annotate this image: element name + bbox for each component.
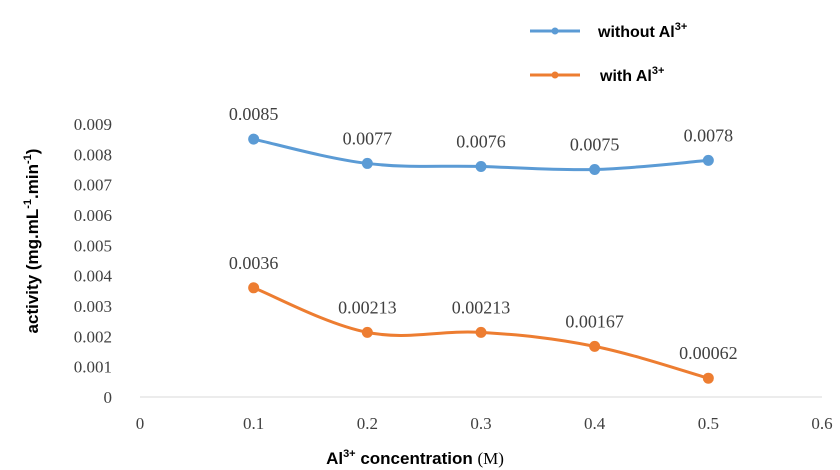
legend: without Al3+ with Al3+ <box>530 21 687 85</box>
data-label: 0.00213 <box>338 297 397 317</box>
y-tick-label: 0.008 <box>74 145 112 164</box>
data-point <box>702 154 714 166</box>
y-tick-label: 0.006 <box>74 206 112 225</box>
x-axis-ticks: 0 0.1 0.2 0.3 0.4 0.5 0.6 <box>136 414 833 433</box>
legend-marker-point-without-al <box>551 27 559 35</box>
y-tick-label: 0.001 <box>74 358 112 377</box>
x-tick-label: 0.6 <box>811 414 832 433</box>
x-tick-label: 0.3 <box>470 414 491 433</box>
data-label: 0.0036 <box>229 253 279 273</box>
legend-label-without-al: without Al3+ <box>597 21 687 41</box>
data-label: 0.0085 <box>229 104 279 124</box>
series-with-al: 0.0036 0.00213 0.00213 0.00167 0.00062 <box>229 253 738 384</box>
data-point <box>361 326 373 338</box>
legend-item-without-al: without Al3+ <box>530 21 687 41</box>
data-point <box>589 340 601 352</box>
y-tick-label: 0.003 <box>74 297 112 316</box>
y-tick-label: 0.004 <box>74 267 113 286</box>
y-axis-title: activity (mg.mL-1.min-1) <box>22 149 42 334</box>
y-tick-label: 0 <box>104 388 113 407</box>
data-label: 0.0075 <box>570 135 620 155</box>
series-without-al: 0.0085 0.0077 0.0076 0.0075 0.0078 <box>229 104 733 175</box>
x-tick-label: 0.2 <box>357 414 378 433</box>
data-label: 0.00167 <box>565 311 624 331</box>
y-tick-label: 0.009 <box>74 115 112 134</box>
data-label: 0.00213 <box>452 297 511 317</box>
legend-marker-point-with-al <box>551 71 559 79</box>
data-point <box>248 282 260 294</box>
legend-label-with-al: with Al3+ <box>599 65 664 85</box>
y-tick-label: 0.005 <box>74 236 112 255</box>
data-label: 0.0076 <box>456 131 506 151</box>
x-tick-label: 0.4 <box>584 414 606 433</box>
data-label: 0.0077 <box>343 128 393 148</box>
x-tick-label: 0.1 <box>243 414 264 433</box>
x-axis-title: Al3+ concentration (M) <box>326 448 504 468</box>
y-axis-ticks: 0 0.001 0.002 0.003 0.004 0.005 0.006 0.007 0.00… <box>74 115 113 407</box>
data-point <box>475 160 487 172</box>
y-tick-label: 0.002 <box>74 327 112 346</box>
x-tick-label: 0.5 <box>698 414 719 433</box>
data-label: 0.00062 <box>679 343 738 363</box>
data-point <box>475 326 487 338</box>
data-point <box>702 372 714 384</box>
legend-item-with-al: with Al3+ <box>530 65 664 85</box>
data-point <box>248 133 260 145</box>
data-point <box>361 157 373 169</box>
y-tick-label: 0.007 <box>74 176 113 195</box>
x-tick-label: 0 <box>136 414 145 433</box>
data-point <box>589 164 601 175</box>
data-label: 0.0078 <box>684 125 734 145</box>
